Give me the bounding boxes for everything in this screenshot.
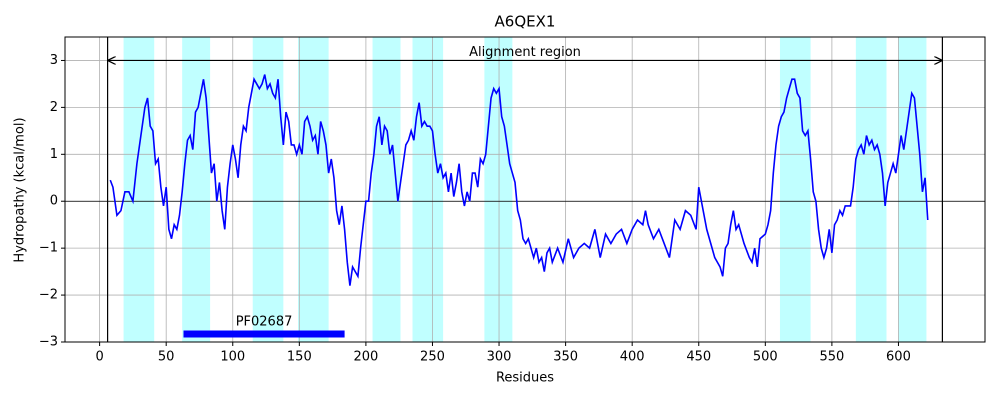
x-tick-label: 0 bbox=[95, 350, 103, 365]
x-tick-label: 100 bbox=[220, 350, 245, 365]
y-tick-label: −2 bbox=[39, 288, 58, 303]
x-axis-label: Residues bbox=[496, 371, 554, 386]
x-tick-label: 50 bbox=[158, 350, 175, 365]
plot-frame bbox=[64, 36, 986, 343]
hydropathy-line bbox=[109, 74, 929, 286]
y-axis-label: Hydropathy (kcal/mol) bbox=[13, 117, 28, 262]
y-tick-label: −3 bbox=[39, 335, 58, 350]
x-tick-label: 350 bbox=[553, 350, 578, 365]
x-tick-label: 250 bbox=[420, 350, 445, 365]
alignment-label: Alignment region bbox=[469, 45, 581, 60]
x-tick-label: 400 bbox=[620, 350, 645, 365]
tm-region bbox=[412, 37, 444, 342]
y-tick-label: 1 bbox=[50, 147, 58, 162]
x-tick-label: 600 bbox=[886, 350, 911, 365]
y-tick-label: 3 bbox=[50, 53, 58, 68]
tm-region bbox=[297, 37, 329, 342]
y-tick-label: 0 bbox=[50, 194, 58, 209]
x-tick-label: 300 bbox=[487, 350, 512, 365]
tm-region bbox=[182, 37, 211, 342]
domain-label: PF02687 bbox=[236, 315, 293, 330]
x-tick-label: 450 bbox=[686, 350, 711, 365]
x-tick-label: 500 bbox=[753, 350, 778, 365]
tm-region bbox=[855, 37, 887, 342]
x-tick-label: 200 bbox=[353, 350, 378, 365]
x-tick-label: 550 bbox=[819, 350, 844, 365]
y-tick-label: 2 bbox=[50, 100, 58, 115]
x-tick-label: 150 bbox=[287, 350, 312, 365]
tm-region bbox=[779, 37, 811, 342]
tm-region bbox=[484, 37, 513, 342]
tm-region bbox=[372, 37, 401, 342]
y-tick-label: −1 bbox=[39, 241, 58, 256]
chart-title: A6QEX1 bbox=[495, 13, 556, 31]
tm-region bbox=[123, 37, 155, 342]
